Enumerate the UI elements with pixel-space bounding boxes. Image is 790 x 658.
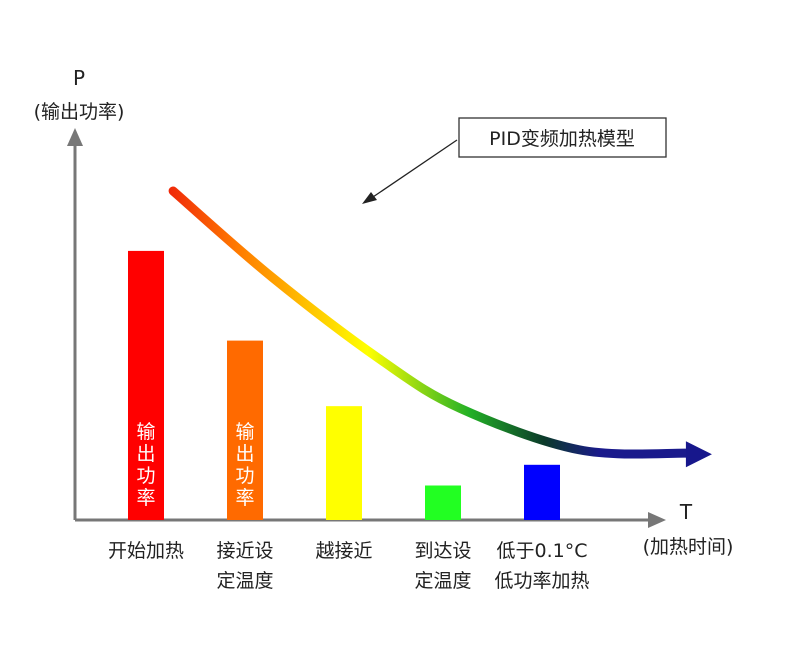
x-axis-arrow-icon [648,512,666,528]
bar-1-inner-label-char: 输 [136,421,155,443]
category-label-1: 开始加热 [108,540,184,562]
y-axis-symbol: P [73,66,85,90]
pid-curve-arrowhead-icon [685,441,712,468]
callout-pointer-arrow-icon [362,192,377,204]
bar-2-inner-label-char: 输 [235,421,254,443]
bar-2-inner-label-char: 功 [235,465,254,487]
bar-1-inner-label-char: 出 [136,443,155,465]
y-axis-label: (输出功率) [34,101,125,123]
category-label-5: 低功率加热 [494,570,589,592]
callout-text: PID变频加热模型 [489,128,635,150]
bar-1-inner-label-char: 率 [136,487,155,509]
bar-2-inner-label-char: 率 [235,487,254,509]
bar-1 [128,250,164,520]
callout-box [458,117,667,158]
category-label-4: 到达设 [414,540,471,562]
bar-1-inner-label-char: 功 [136,465,155,487]
category-label-3: 越接近 [315,540,372,562]
category-label-2: 接近设 [216,540,273,562]
bar-3 [326,406,362,520]
bars [128,250,560,520]
pid-curve-line [168,186,693,459]
category-label-2: 定温度 [216,570,273,592]
callout-pointer-line [369,139,458,200]
bar-4 [425,485,461,520]
x-axis-symbol: T [679,500,693,524]
x-axis-label: (加热时间) [643,536,734,558]
bar-5 [524,464,560,520]
category-label-5: 低于0.1°C [497,540,588,562]
bar-2-inner-label-char: 出 [235,443,254,465]
y-axis-arrow-icon [67,128,83,146]
pid-model-callout: PID变频加热模型 [362,117,667,204]
bar-2 [227,340,263,520]
category-label-4: 定温度 [414,570,471,592]
